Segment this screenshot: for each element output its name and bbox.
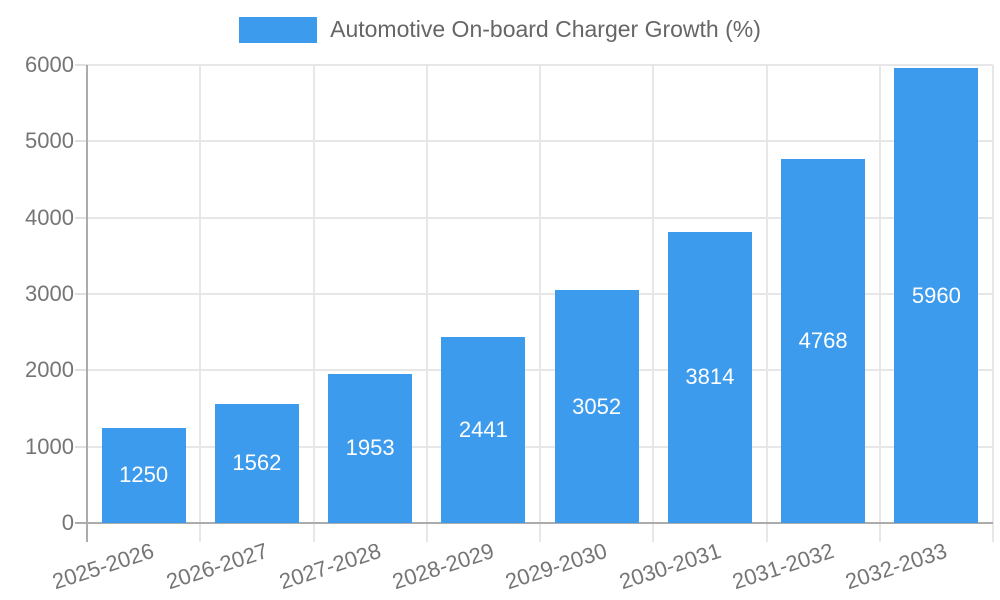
y-tick-label: 6000 (25, 52, 74, 77)
y-tick-label: 1000 (25, 433, 74, 459)
bar-value-label: 1953 (345, 435, 395, 461)
plot-area: 1250 1562 1953 2441 3052 3814 4768 5960 (87, 64, 994, 542)
legend-item[interactable]: Automotive On-board Charger Growth (%) (239, 16, 761, 43)
bar[interactable]: 3814 (667, 231, 752, 523)
bar[interactable]: 5960 (894, 68, 979, 523)
y-tick-mark (75, 293, 87, 295)
x-gridline (199, 65, 202, 542)
x-axis-line (75, 522, 993, 524)
y-tick-mark (75, 216, 87, 219)
x-gridline (992, 65, 994, 542)
y-tick-label: 4000 (25, 204, 74, 230)
x-tick-label: 2028-2029 (389, 538, 498, 595)
bar[interactable]: 4768 (781, 159, 866, 523)
bar[interactable]: 1953 (328, 373, 413, 523)
chart-legend: Automotive On-board Charger Growth (%) (0, 16, 1000, 43)
y-tick-label: 5000 (25, 128, 74, 154)
x-tick-label: 2025-2026 (49, 538, 158, 595)
y-tick-label: 3000 (25, 281, 74, 306)
x-gridline (539, 65, 541, 542)
x-tick-label: 2031-2032 (729, 538, 837, 595)
bar[interactable]: 1250 (101, 427, 186, 523)
legend-swatch-icon (239, 16, 318, 43)
bar-value-label: 1250 (119, 462, 169, 488)
bar[interactable]: 1562 (214, 403, 299, 523)
x-tick-label: 2030-2031 (615, 538, 724, 595)
y-tick-mark (75, 140, 87, 143)
bar[interactable]: 3052 (554, 290, 639, 523)
y-tick-mark (75, 64, 87, 66)
y-tick-label: 0 (61, 510, 74, 535)
y-tick-mark (75, 445, 87, 448)
y-tick-mark (75, 369, 87, 372)
y-axis-line (86, 65, 88, 542)
bar[interactable]: 2441 (441, 336, 526, 523)
bar-value-label: 4768 (798, 328, 848, 353)
bar-value-label: 5960 (911, 282, 961, 308)
x-gridline (425, 65, 428, 542)
x-gridline (652, 65, 655, 542)
bar-value-label: 3814 (685, 364, 735, 390)
bar-value-label: 3052 (572, 393, 622, 419)
bar-value-label: 1562 (232, 450, 282, 476)
bar-value-label: 2441 (458, 416, 508, 442)
y-tick-label: 2000 (25, 357, 74, 383)
x-gridline (765, 65, 768, 542)
legend-label: Automotive On-board Charger Growth (%) (330, 16, 761, 42)
x-gridline (312, 65, 315, 542)
x-gridline (878, 65, 881, 542)
x-tick-label: 2027-2028 (276, 538, 384, 595)
x-tick-label: 2032-2033 (842, 538, 951, 595)
x-tick-label: 2029-2030 (502, 538, 611, 595)
x-tick-label: 2026-2027 (162, 538, 271, 595)
